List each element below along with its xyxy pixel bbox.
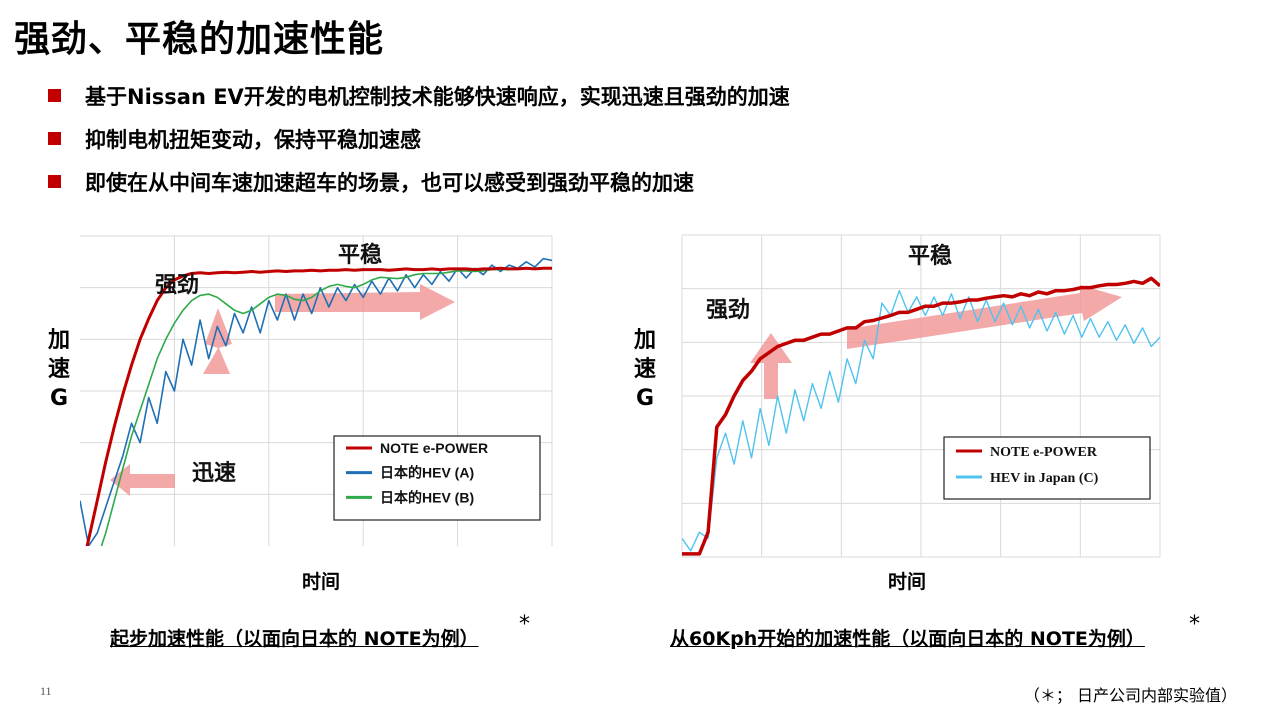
chart-caption-left: 起步加速性能（以面向日本的 NOTE为例） — [110, 628, 479, 650]
y-axis-label-left: 加速G — [47, 328, 70, 411]
chart-annotation-label: 强劲 — [155, 273, 199, 298]
legend-label: 日本的HEV (B) — [380, 489, 474, 505]
bullet-item: 即使在从中间车速加速超车的场景，也可以感受到强劲平稳的加速 — [48, 160, 790, 203]
footnote: （＊； 日产公司内部实验值） — [1023, 686, 1237, 705]
annotation-arrow-right — [275, 284, 455, 320]
series-line — [682, 276, 1160, 556]
page-title: 强劲、平稳的加速性能 — [14, 19, 385, 60]
bullet-item: 抑制电机扭矩变动，保持平稳加速感 — [48, 117, 790, 160]
chart-annotation-label: 平稳 — [908, 243, 952, 269]
bullet-list: 基于Nissan EV开发的电机控制技术能够快速响应，实现迅速且强劲的加速 抑制… — [48, 74, 790, 203]
annotation-arrow-left — [110, 464, 175, 496]
chart-annotation-label: 迅速 — [192, 460, 236, 486]
passing-acceleration-chart: 强劲 平稳 NOTE e-POWER HEV in Japan (C) — [681, 234, 1161, 558]
caption-asterisk-left: * — [519, 612, 530, 637]
bullet-item: 基于Nissan EV开发的电机控制技术能够快速响应，实现迅速且强劲的加速 — [48, 74, 790, 117]
chart-annotation-label: 强劲 — [706, 298, 750, 323]
y-axis-label-right: 加速G — [633, 328, 656, 411]
bullet-text: 抑制电机扭矩变动，保持平稳加速感 — [85, 127, 421, 152]
chart-legend-box — [943, 436, 1151, 500]
annotation-arrow-up — [203, 308, 232, 374]
series-line — [85, 266, 552, 546]
x-axis-label-left: 时间 — [302, 571, 341, 593]
annotation-arrow-up — [750, 333, 792, 399]
bullet-square-icon — [48, 89, 61, 102]
series-line — [100, 267, 552, 546]
chart-legend-box — [333, 435, 541, 521]
x-axis-label-right: 时间 — [888, 571, 927, 593]
legend-label: NOTE e-POWER — [990, 445, 1098, 460]
bullet-square-icon — [48, 132, 61, 145]
annotation-arrow-right — [847, 285, 1122, 349]
legend-label: NOTE e-POWER — [380, 440, 488, 456]
chart-caption-right: 从60Kph开始的加速性能（以面向日本的 NOTE为例） — [670, 628, 1145, 650]
bullet-text: 基于Nissan EV开发的电机控制技术能够快速响应，实现迅速且强劲的加速 — [85, 84, 790, 109]
legend-label: HEV in Japan (C) — [990, 471, 1099, 486]
bullet-text: 即使在从中间车速加速超车的场景，也可以感受到强劲平稳的加速 — [85, 170, 694, 195]
page-number: 11 — [40, 684, 52, 698]
chart-annotation-label: 平稳 — [338, 242, 382, 268]
caption-asterisk-right: * — [1189, 612, 1200, 637]
legend-label: 日本的HEV (A) — [380, 465, 474, 481]
bullet-square-icon — [48, 175, 61, 188]
